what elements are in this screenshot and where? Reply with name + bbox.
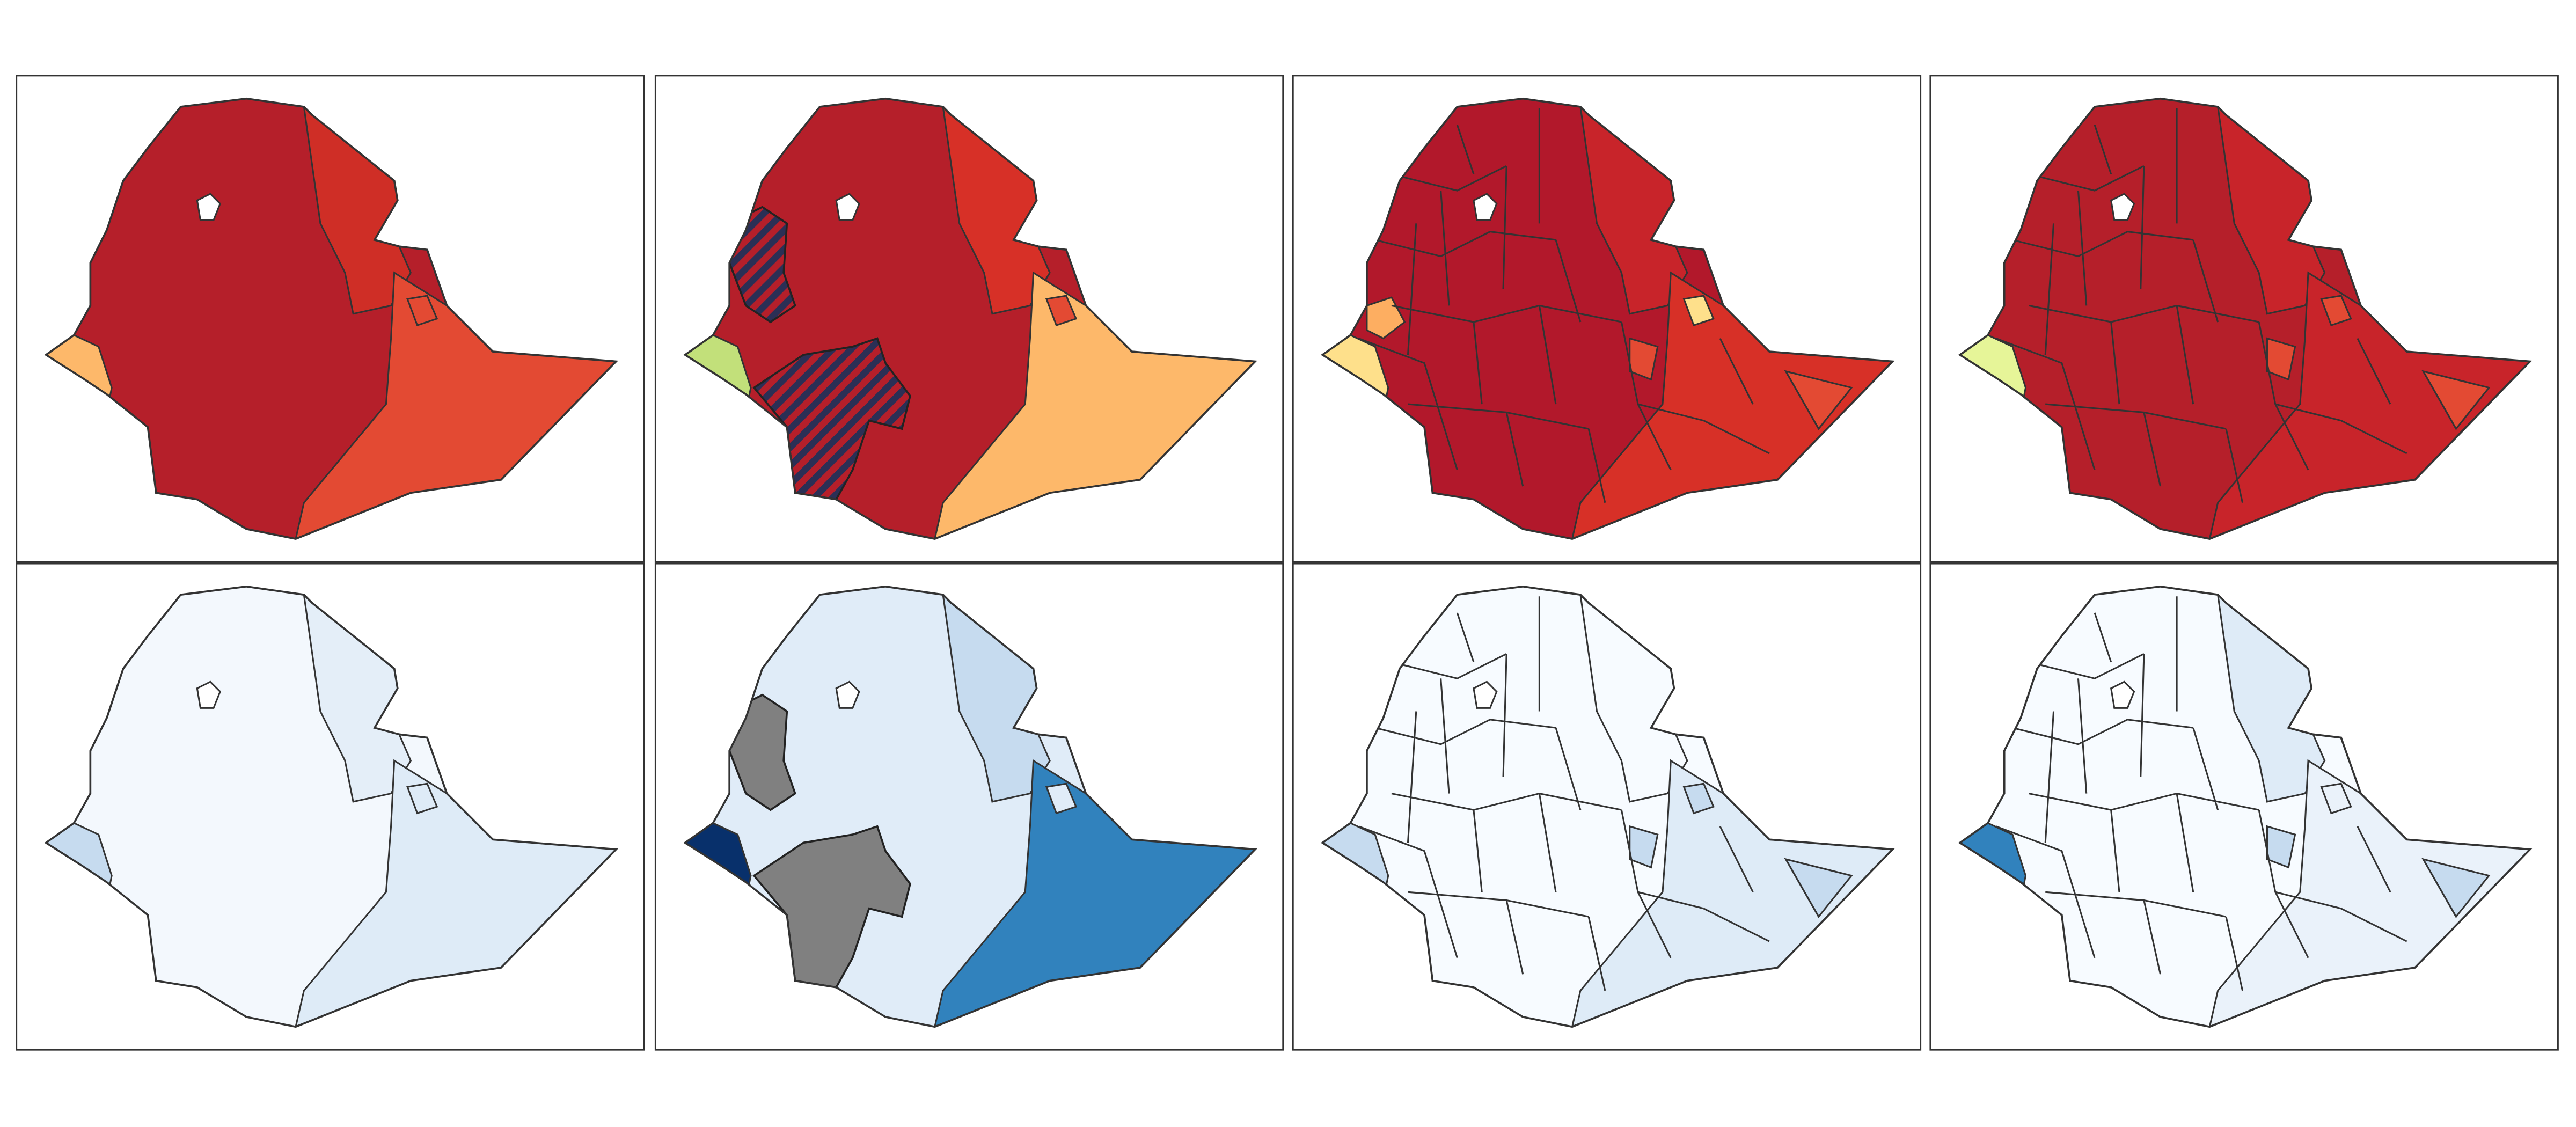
map-panel: [16, 562, 645, 1051]
lake: [1473, 193, 1498, 221]
map-panel: [1929, 562, 2559, 1051]
region-group: [1322, 104, 1893, 539]
lake: [2110, 680, 2135, 709]
map-panel: [654, 562, 1284, 1051]
region: [2320, 782, 2352, 815]
map-panel: [1929, 75, 2559, 563]
region: [406, 782, 438, 815]
map-panel: [1292, 562, 1922, 1051]
region: [728, 693, 796, 811]
lake: [196, 193, 222, 221]
region: [1045, 295, 1078, 327]
region: [728, 206, 796, 324]
lake: [1473, 680, 1498, 709]
map-panel: [654, 75, 1284, 563]
region-group: [46, 104, 616, 539]
region: [1045, 782, 1078, 815]
lake: [835, 193, 860, 221]
region: [1366, 296, 1406, 340]
map-panel: [16, 75, 645, 563]
region-group: [46, 592, 616, 1027]
region: [1682, 295, 1715, 327]
lake: [2110, 193, 2135, 221]
region: [406, 295, 438, 327]
lake: [835, 680, 860, 709]
region: [2320, 295, 2352, 327]
region: [1682, 782, 1715, 815]
map-panel: [1292, 75, 1922, 563]
lake: [196, 680, 222, 709]
